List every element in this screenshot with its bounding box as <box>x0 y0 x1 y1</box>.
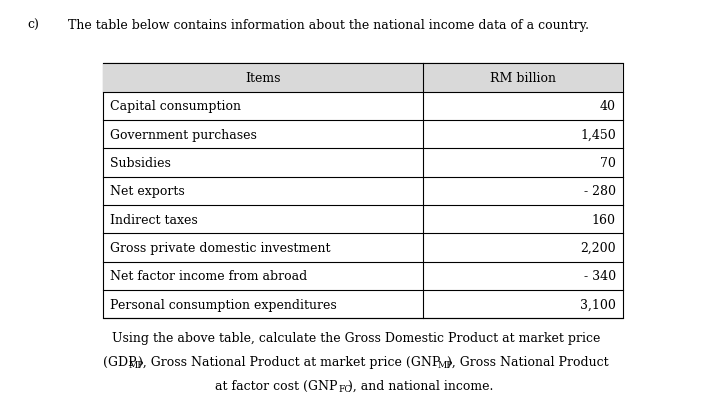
Text: ), Gross National Product at market price (GNP: ), Gross National Product at market pric… <box>138 355 441 368</box>
Text: Using the above table, calculate the Gross Domestic Product at market price: Using the above table, calculate the Gro… <box>112 331 600 344</box>
Text: Indirect taxes: Indirect taxes <box>110 213 198 226</box>
Text: ), and national income.: ), and national income. <box>347 379 493 392</box>
Text: 160: 160 <box>592 213 616 226</box>
Text: (GDP: (GDP <box>103 355 137 368</box>
Text: Capital consumption: Capital consumption <box>110 100 241 113</box>
Text: - 280: - 280 <box>584 185 616 198</box>
Text: 40: 40 <box>600 100 616 113</box>
Text: Government purchases: Government purchases <box>110 128 257 141</box>
Text: Subsidies: Subsidies <box>110 157 171 169</box>
Text: Net factor income from abroad: Net factor income from abroad <box>110 270 308 282</box>
Text: - 340: - 340 <box>584 270 616 282</box>
Text: 2,200: 2,200 <box>580 242 616 254</box>
Text: 3,100: 3,100 <box>580 298 616 311</box>
Text: MP: MP <box>129 360 145 369</box>
Text: Gross private domestic investment: Gross private domestic investment <box>110 242 331 254</box>
Text: RM billion: RM billion <box>490 72 556 85</box>
Text: FC: FC <box>338 384 352 393</box>
Text: Personal consumption expenditures: Personal consumption expenditures <box>110 298 337 311</box>
Text: 70: 70 <box>600 157 616 169</box>
Text: 1,450: 1,450 <box>580 128 616 141</box>
Text: ), Gross National Product: ), Gross National Product <box>446 355 608 368</box>
Text: MP: MP <box>437 360 453 369</box>
Text: Items: Items <box>246 72 281 85</box>
Text: c): c) <box>27 19 39 31</box>
Text: Net exports: Net exports <box>110 185 185 198</box>
Text: at factor cost (GNP: at factor cost (GNP <box>215 379 337 392</box>
Text: The table below contains information about the national income data of a country: The table below contains information abo… <box>68 19 589 31</box>
